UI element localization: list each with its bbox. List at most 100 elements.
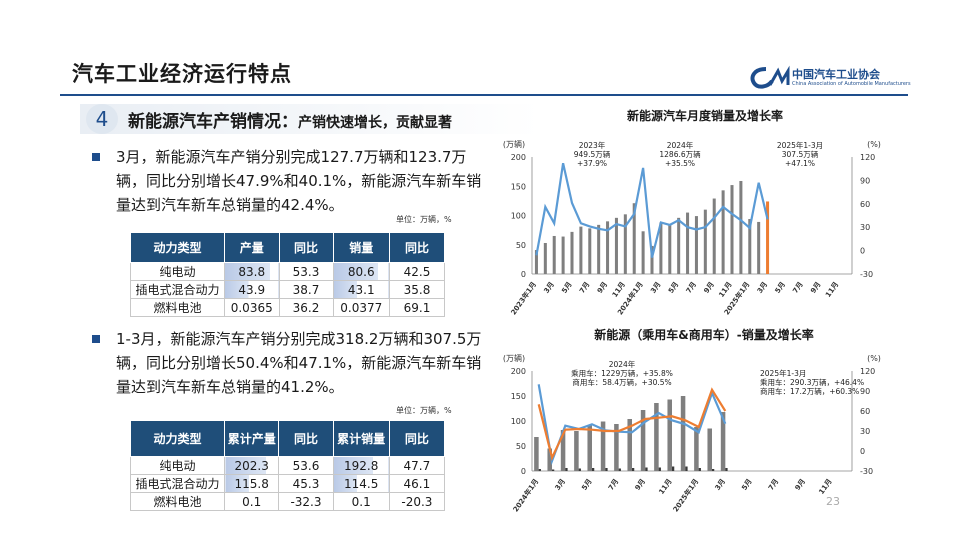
bullet-march: 3月，新能源汽车产销分别完成127.7万辆和123.7万辆，同比分别增长47.9… bbox=[92, 145, 482, 217]
y2-axis-label: (%) bbox=[867, 140, 881, 149]
chart-bar bbox=[606, 221, 610, 274]
chart-bar bbox=[614, 424, 619, 471]
chart-annotation: 2024年 bbox=[609, 359, 636, 369]
x-tick-label: 7月 bbox=[791, 281, 804, 295]
chart-annotation: 商用车：58.4万辆，+30.5% bbox=[572, 377, 671, 387]
chart-annotation: 乘用车：1229万辆，+35.8% bbox=[571, 368, 673, 378]
table-cell: 插电式混合动力 bbox=[130, 280, 225, 299]
chart-bar bbox=[730, 185, 734, 274]
chart-bar bbox=[538, 469, 541, 471]
chart-title: 新能源汽车月度销量及增长率 bbox=[627, 108, 783, 123]
y-tick-label: 150 bbox=[511, 392, 526, 401]
table-cell-bar: 192.8 bbox=[332, 456, 390, 475]
y2-tick-label: 120 bbox=[860, 153, 875, 162]
chart-bar bbox=[552, 469, 555, 471]
chart-bar bbox=[547, 448, 552, 471]
chart-bar bbox=[623, 214, 627, 274]
table-cell: 69.1 bbox=[389, 298, 445, 317]
chart-bar bbox=[658, 467, 661, 471]
table-cell-bar: 83.8 bbox=[223, 262, 280, 281]
table-row: 插电式混合动力 43.9 38.7 43.1 35.8 bbox=[130, 280, 445, 299]
chart-bar bbox=[560, 430, 566, 471]
y2-tick-label: 0 bbox=[860, 447, 865, 456]
chart-bar bbox=[574, 431, 579, 471]
chart-bar bbox=[597, 224, 601, 274]
chart-bar bbox=[686, 212, 690, 274]
x-tick-label: 3月 bbox=[649, 281, 662, 295]
table-header: 动力类型 bbox=[129, 420, 226, 457]
chart-annotation: 商用车：17.2万辆，+60.3% bbox=[760, 386, 859, 396]
table-cell: 53.3 bbox=[278, 262, 334, 281]
x-tick-label: 7月 bbox=[685, 281, 698, 295]
y-tick-label: 0 bbox=[521, 467, 526, 476]
y-axis-label: (万辆) bbox=[503, 139, 525, 149]
chart-bar bbox=[712, 198, 716, 274]
table-header: 同比 bbox=[389, 232, 445, 263]
bullet-q1: 1-3月，新能源汽车产销分别完成318.2万辆和307.5万辆，同比分别增长50… bbox=[92, 327, 482, 399]
y2-tick-label: 0 bbox=[860, 247, 865, 256]
chart-bar bbox=[565, 468, 568, 471]
chart-annotation: +35.5% bbox=[665, 159, 695, 168]
table-cell-bar: 80.6 bbox=[332, 262, 391, 281]
chart-bar bbox=[543, 242, 547, 274]
bullet-square-icon bbox=[92, 335, 100, 343]
table-header: 同比 bbox=[278, 420, 334, 457]
chart-bar bbox=[659, 222, 663, 274]
y2-tick-label: 30 bbox=[860, 223, 870, 232]
chart-annotation: 307.5万辆 bbox=[782, 149, 819, 159]
chart-bar bbox=[614, 217, 618, 274]
chart-annotation: 2025年1-3月 bbox=[760, 368, 806, 378]
y-tick-label: 50 bbox=[516, 442, 526, 451]
table-row: 纯电动 83.8 53.3 80.6 42.5 bbox=[130, 262, 445, 281]
chart-bar bbox=[552, 235, 556, 274]
table-cell: -20.3 bbox=[388, 492, 446, 511]
chart-bar bbox=[685, 466, 688, 471]
chart-bar bbox=[712, 469, 715, 471]
x-tick-label: 5月 bbox=[774, 281, 787, 295]
chart-annotation: +47.1% bbox=[785, 159, 815, 168]
chart-bar bbox=[578, 468, 581, 471]
chart-bar bbox=[766, 201, 770, 274]
chart-annotation: 1286.6万辆 bbox=[659, 149, 701, 159]
y2-tick-label: 60 bbox=[860, 200, 870, 209]
title-divider bbox=[60, 94, 908, 96]
table-q1: 动力类型 累计产量 同比 累计销量 同比 纯电动 202.3 53.6 192.… bbox=[129, 420, 446, 511]
x-tick-label: 9月 bbox=[702, 281, 715, 295]
chart-bar bbox=[588, 228, 592, 274]
y2-tick-label: -30 bbox=[860, 467, 873, 476]
chart-bar bbox=[707, 428, 712, 471]
y2-tick-label: 120 bbox=[860, 367, 875, 376]
bullet-text: 3月，新能源汽车产销分别完成127.7万辆和123.7万辆，同比分别增长47.9… bbox=[116, 148, 482, 214]
x-tick-label: 11月 bbox=[824, 281, 840, 299]
x-tick-label: 3月 bbox=[756, 281, 769, 295]
chart-bar bbox=[668, 224, 672, 274]
chart-bar bbox=[672, 466, 675, 471]
table-cell: 燃料电池 bbox=[129, 492, 226, 511]
x-tick-label: 5月 bbox=[560, 281, 573, 295]
page-number: 23 bbox=[826, 495, 840, 508]
table-cell: -32.3 bbox=[278, 492, 334, 511]
table-cell-bar: 202.3 bbox=[224, 456, 280, 475]
chart-annotation: 乘用车：290.3万辆，+46.4% bbox=[760, 377, 864, 387]
y2-axis-label: (%) bbox=[867, 354, 881, 363]
x-tick-label: 7月 bbox=[767, 478, 780, 492]
table-cell: 0.1 bbox=[224, 492, 280, 511]
x-tick-label: 11月 bbox=[657, 478, 673, 496]
table-header: 同比 bbox=[388, 420, 446, 457]
chart-bar bbox=[640, 410, 646, 471]
chart-bar bbox=[570, 231, 574, 274]
bullet-square-icon bbox=[92, 153, 100, 161]
x-tick-label: 9月 bbox=[634, 478, 647, 492]
chart-bar bbox=[694, 427, 699, 471]
y2-tick-label: 90 bbox=[860, 176, 870, 185]
table-cell-bar: 43.1 bbox=[332, 280, 391, 299]
y2-tick-label: 30 bbox=[860, 427, 870, 436]
table2-unit: 单位：万辆，% bbox=[396, 406, 452, 415]
y-tick-label: 100 bbox=[511, 212, 526, 221]
x-tick-label: 11月 bbox=[817, 478, 833, 496]
chart-bar bbox=[650, 245, 654, 274]
x-tick-label: 2023年1月 bbox=[509, 280, 538, 317]
y-tick-label: 200 bbox=[511, 153, 526, 162]
y-axis-label: (万辆) bbox=[503, 353, 525, 363]
growth-rate-line bbox=[535, 162, 769, 258]
